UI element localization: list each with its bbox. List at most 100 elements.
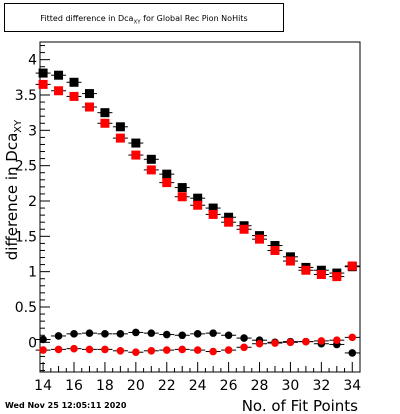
data-point — [209, 329, 217, 337]
data-point — [348, 333, 357, 342]
data-point — [101, 345, 109, 354]
data-point — [162, 346, 171, 354]
data-point — [38, 79, 48, 89]
timestamp: Wed Nov 25 12:05:11 2020 — [5, 401, 127, 410]
data-point — [286, 338, 295, 347]
data-point — [84, 102, 94, 112]
y-axis-label-text: difference in Dca — [3, 133, 21, 261]
data-point — [70, 344, 78, 353]
data-point — [100, 108, 110, 118]
data-point — [208, 203, 218, 213]
data-point — [69, 77, 79, 87]
y-tick-label: 1.5 — [15, 229, 37, 245]
data-point — [208, 209, 218, 219]
plot-frame — [39, 41, 361, 373]
data-point — [178, 345, 187, 354]
data-point — [332, 272, 342, 282]
chart-title-subscript: XY — [133, 19, 141, 26]
data-point — [224, 217, 234, 227]
data-point — [162, 178, 172, 188]
data-point — [209, 347, 217, 356]
x-tick-label: 18 — [96, 378, 114, 394]
data-point — [131, 150, 141, 160]
x-tick-label: 22 — [158, 378, 176, 394]
x-tick-label: 34 — [343, 378, 361, 394]
data-point — [240, 334, 248, 342]
data-point — [255, 339, 264, 348]
data-point — [316, 269, 326, 279]
data-point — [239, 224, 249, 234]
data-point — [224, 346, 233, 354]
data-point — [162, 330, 171, 339]
data-point — [54, 86, 64, 96]
data-point — [100, 118, 110, 128]
data-point — [132, 348, 140, 357]
y-axis-label: difference in DcaXY — [3, 119, 24, 260]
data-point — [193, 193, 203, 203]
chart-title-text: Fitted difference in Dca — [40, 14, 134, 23]
x-tick-label: 30 — [282, 378, 300, 394]
x-tick-label: 28 — [251, 378, 269, 394]
chart-title-text-after: for Global Rec Pion NoHits — [140, 14, 248, 23]
data-marks — [35, 68, 360, 357]
data-point — [162, 169, 172, 179]
data-point — [333, 336, 341, 345]
data-point — [38, 68, 48, 78]
data-point — [193, 346, 202, 354]
data-point — [270, 245, 280, 255]
data-point — [193, 200, 203, 210]
data-point — [177, 192, 187, 202]
data-point — [70, 330, 78, 338]
data-point — [224, 212, 234, 222]
data-point — [147, 329, 156, 337]
data-point — [39, 335, 47, 344]
data-point — [85, 329, 94, 337]
series-2 — [35, 79, 360, 282]
y-tick-label: 3.5 — [15, 88, 37, 104]
data-point — [116, 347, 125, 355]
data-point — [224, 331, 233, 340]
data-point — [54, 345, 63, 354]
data-point — [302, 337, 310, 346]
data-point — [270, 241, 280, 251]
series-4 — [35, 333, 360, 357]
y-tick-label: 3 — [28, 123, 37, 139]
y-axis-label-subscript: XY — [13, 119, 24, 133]
data-point — [147, 347, 156, 355]
data-point — [84, 89, 94, 99]
data-point — [348, 349, 357, 357]
data-point — [178, 331, 187, 340]
data-point — [301, 265, 311, 275]
data-point — [177, 183, 187, 193]
data-point — [69, 91, 79, 101]
x-tick-label: 32 — [312, 378, 330, 394]
x-tick-label: 16 — [65, 378, 83, 394]
y-tick-label: 4 — [28, 53, 37, 69]
data-point — [116, 330, 125, 338]
data-point — [115, 122, 125, 132]
x-axis-label: No. of Fit Points — [242, 397, 358, 414]
x-tick-label: 26 — [220, 378, 238, 394]
series-1 — [35, 68, 360, 278]
y-tick-label: 1 — [28, 265, 37, 281]
data-point — [54, 332, 63, 340]
data-point — [115, 133, 125, 143]
data-point — [39, 346, 47, 354]
x-tick-label: 24 — [189, 378, 207, 394]
data-point — [240, 343, 248, 352]
y-tick-label: 2.5 — [15, 159, 37, 175]
data-point — [85, 345, 94, 354]
data-point — [146, 154, 156, 164]
data-point — [131, 138, 141, 148]
y-tick-label: 0 — [28, 335, 37, 351]
data-point — [146, 165, 156, 175]
y-tick-label: 2 — [28, 194, 37, 210]
data-point — [347, 261, 357, 271]
data-point — [317, 337, 326, 345]
data-point — [132, 328, 140, 337]
data-point — [271, 339, 279, 347]
data-point — [255, 234, 265, 244]
x-tick-label: 20 — [127, 378, 145, 394]
y-tick-label: 0.5 — [15, 300, 37, 316]
data-point — [101, 330, 109, 338]
